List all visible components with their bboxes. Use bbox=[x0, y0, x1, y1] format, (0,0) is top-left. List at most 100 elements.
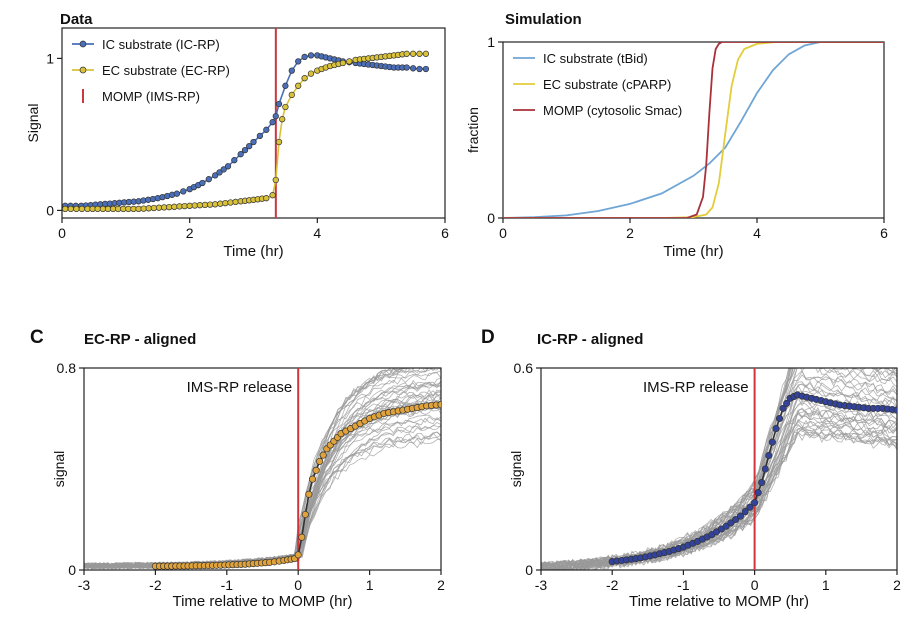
data-point-ec bbox=[301, 75, 308, 82]
data-point-mean bbox=[765, 451, 773, 460]
x-tick-label: -2 bbox=[606, 577, 619, 593]
series-line-ic bbox=[503, 42, 884, 218]
x-tick-label: 0 bbox=[499, 225, 507, 241]
single-cell-trace bbox=[541, 431, 897, 570]
data-point-ic bbox=[288, 67, 295, 74]
series-group bbox=[608, 391, 897, 566]
single-cell-trace bbox=[84, 416, 441, 569]
data-point-ec bbox=[269, 192, 276, 199]
single-cell-trace bbox=[84, 438, 441, 570]
x-tick-label: -2 bbox=[149, 577, 162, 593]
single-cell-trace bbox=[84, 403, 441, 569]
x-tick-label: 4 bbox=[753, 225, 761, 241]
x-tick-label: 2 bbox=[186, 225, 194, 241]
single-cell-trace bbox=[541, 424, 897, 570]
legend-label: IC substrate (IC-RP) bbox=[102, 37, 220, 52]
data-point-mean bbox=[772, 425, 780, 433]
data-point-ic bbox=[231, 157, 238, 164]
single-cell-trace bbox=[541, 406, 897, 570]
x-axis: 0 2 4 6 bbox=[58, 218, 449, 241]
data-point-ec bbox=[227, 199, 234, 206]
single-cell-trace bbox=[84, 390, 441, 569]
x-axis-label: Time relative to MOMP (hr) bbox=[629, 593, 809, 610]
legend: IC substrate (tBid) EC substrate (cPARP) M… bbox=[513, 51, 682, 118]
data-point-ic bbox=[224, 163, 232, 170]
y-tick-label: 0 bbox=[68, 562, 76, 578]
data-point-mean bbox=[312, 466, 320, 474]
x-tick-label: 1 bbox=[822, 577, 830, 593]
data-point-ic bbox=[403, 64, 410, 71]
data-point-ic bbox=[282, 82, 289, 89]
x-tick-label: 0 bbox=[58, 225, 66, 241]
x-tick-label: -3 bbox=[78, 577, 91, 593]
legend: IC substrate (IC-RP) EC substrate (EC-RP)… bbox=[72, 37, 230, 104]
chart-title: Simulation bbox=[505, 11, 582, 28]
data-point-mean bbox=[779, 404, 787, 412]
data-point-mean bbox=[732, 515, 740, 524]
single-cell-trace bbox=[84, 368, 437, 570]
y-axis: 00.8 bbox=[57, 360, 84, 578]
data-point-mean bbox=[727, 519, 735, 527]
data-point-ec bbox=[150, 204, 158, 212]
data-point-ic bbox=[220, 166, 227, 173]
data-point-mean bbox=[722, 522, 730, 530]
single-cell-trace bbox=[541, 368, 791, 570]
chart-title: IC-RP - aligned bbox=[537, 331, 643, 348]
series-group bbox=[151, 401, 441, 570]
plot-frame bbox=[83, 367, 442, 571]
data-point-ic bbox=[241, 146, 249, 154]
data-point-ec bbox=[145, 205, 152, 212]
legend-label: EC substrate (cPARP) bbox=[543, 77, 671, 92]
x-tick-label: 2 bbox=[626, 225, 634, 241]
single-cell-trace bbox=[84, 399, 441, 570]
data-point-ec bbox=[403, 50, 410, 57]
single-cell-trace bbox=[541, 368, 897, 569]
data-point-ec bbox=[135, 205, 142, 213]
panel-label: D bbox=[481, 327, 495, 348]
data-point-ic bbox=[295, 58, 302, 65]
single-cell-trace bbox=[541, 419, 897, 570]
chart-C: C EC-RP - aligned -3 -2 -1 0 1 2 Time relative t… bbox=[30, 327, 445, 610]
data-point-mean bbox=[736, 512, 744, 520]
x-axis: -3 -2 -1 0 1 2 bbox=[535, 570, 901, 593]
x-tick-label: 1 bbox=[366, 577, 374, 593]
data-point-ic bbox=[409, 65, 417, 72]
single-cell-trace bbox=[84, 368, 414, 570]
data-point-ec bbox=[155, 204, 163, 211]
y-tick-label: 1 bbox=[487, 34, 495, 50]
x-axis-label: Time relative to MOMP (hr) bbox=[172, 593, 352, 610]
single-cell-trace bbox=[541, 428, 897, 570]
single-cell-trace bbox=[84, 432, 441, 570]
single-cell-trace bbox=[541, 419, 897, 570]
data-point-ic bbox=[263, 126, 270, 133]
y-tick-label: 1 bbox=[46, 50, 54, 66]
data-point-ec bbox=[67, 205, 74, 213]
panel-label: C bbox=[30, 327, 44, 348]
data-point-ic bbox=[269, 119, 276, 126]
data-point-ic bbox=[216, 169, 223, 176]
data-point-mean bbox=[758, 478, 766, 487]
data-point-ec bbox=[295, 82, 302, 89]
data-point-mean bbox=[761, 465, 769, 473]
data-point-ic bbox=[250, 138, 257, 146]
data-point-ec bbox=[272, 176, 279, 184]
data-point-ic bbox=[275, 100, 283, 108]
data-point-ec bbox=[94, 205, 101, 213]
single-cell-trace bbox=[541, 407, 897, 570]
data-point-ec bbox=[186, 202, 193, 209]
single-cell-trace bbox=[541, 421, 897, 570]
x-tick-label: 4 bbox=[313, 225, 321, 241]
data-point-ic bbox=[199, 179, 206, 187]
data-point-ec bbox=[206, 201, 214, 208]
y-axis: 01 bbox=[46, 50, 62, 218]
data-point-ec bbox=[279, 116, 286, 123]
legend-marker-ic bbox=[79, 40, 87, 48]
data-point-mean bbox=[437, 401, 441, 409]
data-point-ec bbox=[288, 91, 295, 99]
data-point-ec bbox=[212, 201, 219, 208]
legend-marker-ec bbox=[79, 66, 87, 74]
data-point-ec bbox=[232, 198, 239, 206]
legend-label: MOMP (IMS-RP) bbox=[102, 89, 200, 104]
